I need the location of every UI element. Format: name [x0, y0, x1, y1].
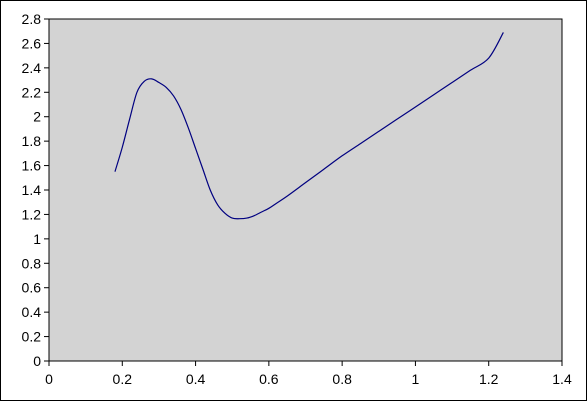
plot-area — [48, 18, 563, 362]
x-tick-label: 0.8 — [332, 371, 352, 387]
x-tick-label: 0.2 — [113, 371, 133, 387]
y-tick-label: 1.2 — [22, 206, 42, 222]
x-tick-label: 1.4 — [552, 371, 572, 387]
x-tick-label: 1.2 — [479, 371, 499, 387]
y-tick-label: 2 — [33, 109, 41, 125]
y-tick-label: 2.6 — [22, 35, 42, 51]
y-tick-label: 0.8 — [22, 255, 42, 271]
y-tick-label: 0.6 — [22, 280, 42, 296]
y-tick-label: 0.4 — [22, 304, 42, 320]
y-tick-label: 1.6 — [22, 158, 42, 174]
y-tick-label: 2.2 — [22, 84, 42, 100]
x-axis-ticks: 0 0.2 0.4 0.6 0.8 1 1.2 1.4 — [45, 361, 572, 387]
series-line — [114, 32, 504, 220]
y-tick-label: 0.2 — [22, 329, 42, 345]
y-tick-label: 1.4 — [22, 182, 42, 198]
x-tick-label: 0 — [45, 371, 53, 387]
y-tick-label: 2.4 — [22, 60, 42, 76]
x-tick-label: 1 — [412, 371, 420, 387]
y-tick-label: 1.8 — [22, 133, 42, 149]
y-axis-ticks: 0 0.2 0.4 0.6 0.8 1 1.2 1.4 1.6 1.8 2 2.2 2.4 2.6 2.8 — [22, 11, 49, 369]
y-tick-label: 0 — [33, 353, 41, 369]
y-tick-label: 1 — [33, 231, 41, 247]
x-tick-label: 0.4 — [186, 371, 206, 387]
y-tick-label: 2.8 — [22, 11, 42, 27]
x-tick-label: 0.6 — [259, 371, 279, 387]
